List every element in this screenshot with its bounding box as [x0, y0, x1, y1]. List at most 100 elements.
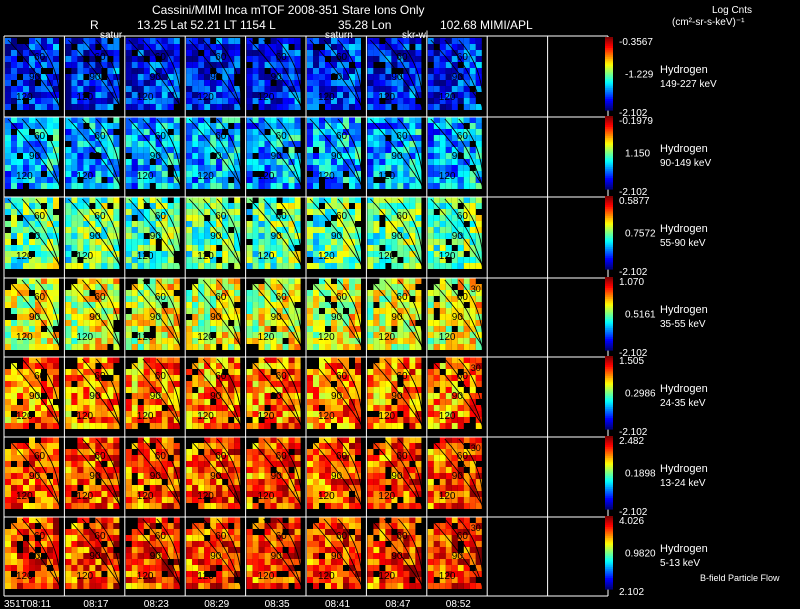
heat-cell [77, 387, 84, 393]
heat-cell [367, 56, 374, 62]
heat-cell [107, 369, 114, 375]
heat-cell [234, 411, 241, 417]
heat-cell [222, 338, 229, 344]
heat-cell [155, 215, 162, 221]
heat-cell [192, 104, 199, 110]
heat-cell [343, 479, 349, 485]
heat-cell [276, 86, 283, 92]
heat-cell [258, 215, 265, 221]
heat-cell [288, 86, 295, 92]
heat-cell [11, 375, 17, 381]
heat-cell [397, 147, 404, 153]
heat-cell [71, 479, 78, 485]
heat-cell [95, 233, 102, 239]
heat-cell [89, 74, 96, 80]
heat-cell [71, 467, 78, 473]
heat-cell [41, 479, 47, 485]
contour-label: 60 [215, 52, 227, 63]
heat-cell [427, 38, 434, 44]
heat-cell [234, 104, 241, 110]
heat-cell [77, 68, 84, 74]
heat-cell [234, 290, 241, 296]
heat-cell [427, 239, 434, 245]
heat-cell [343, 411, 349, 417]
heat-cell [264, 257, 271, 263]
heat-cell [173, 467, 180, 473]
contour-line [444, 198, 484, 270]
heat-cell [276, 437, 283, 443]
heat-cell [5, 62, 11, 68]
contour-label: 120 [318, 92, 335, 103]
heat-cell [343, 203, 349, 209]
heat-cell [385, 209, 392, 215]
heat-cell [319, 233, 325, 239]
heat-cell [409, 467, 416, 473]
heat-cell [143, 135, 150, 141]
contour-label: 90 [89, 72, 101, 83]
heat-cell [35, 393, 41, 399]
heat-cell [71, 290, 78, 296]
heat-cell [137, 284, 144, 290]
heat-cell [451, 177, 458, 183]
heat-cell [137, 314, 144, 320]
contour-line [384, 39, 424, 111]
contour-line [96, 279, 122, 354]
heat-cell [161, 437, 168, 443]
heat-cell [198, 177, 205, 183]
heat-cell [391, 411, 398, 417]
heat-cell [210, 135, 217, 141]
heat-cell [95, 497, 102, 503]
heat-cell [307, 320, 313, 326]
heat-cell [343, 320, 349, 326]
heat-cell [337, 197, 343, 203]
heat-cell [77, 461, 84, 467]
heat-cell [47, 363, 53, 369]
heat-cell [439, 302, 446, 308]
heat-cell [433, 153, 440, 159]
contour-label: 90 [391, 391, 403, 402]
heat-cell [325, 203, 331, 209]
heat-cell [101, 117, 108, 123]
heat-cell [198, 56, 205, 62]
heat-cell [149, 437, 156, 443]
heat-cell [288, 278, 295, 284]
heat-cell [379, 171, 386, 177]
heat-cell [367, 344, 374, 350]
heat-cell [373, 296, 380, 302]
heat-cell [143, 308, 150, 314]
heat-cell [288, 387, 295, 393]
heat-cell [445, 263, 452, 269]
heat-cell [35, 129, 41, 135]
heat-cell [77, 233, 84, 239]
heat-cell [367, 165, 374, 171]
heat-cell [35, 135, 41, 141]
heat-cell [367, 381, 374, 387]
heat-cell [71, 183, 78, 189]
heat-cell [77, 399, 84, 405]
heat-cell [331, 473, 337, 479]
heat-cell [409, 357, 416, 363]
heat-cell [83, 98, 90, 104]
heat-cell [234, 479, 241, 485]
heat-cell [427, 227, 434, 233]
heat-cell [403, 38, 410, 44]
heat-cell [445, 344, 452, 350]
heat-cell [89, 479, 96, 485]
heat-cell [23, 369, 29, 375]
heat-cell [210, 473, 217, 479]
heat-cell [343, 92, 349, 98]
heat-cell [246, 233, 253, 239]
heat-cell [41, 38, 47, 44]
heat-cell [397, 80, 404, 86]
contour-line [82, 358, 122, 430]
heat-cell [167, 302, 174, 308]
heat-cell [167, 209, 174, 215]
heat-cell [307, 165, 313, 171]
heat-cell [47, 393, 53, 399]
heat-cell [379, 467, 386, 473]
heat-cell [71, 326, 78, 332]
heat-cell [373, 369, 380, 375]
heat-cell [343, 233, 349, 239]
heat-cell [192, 344, 199, 350]
heat-cell [451, 417, 458, 423]
